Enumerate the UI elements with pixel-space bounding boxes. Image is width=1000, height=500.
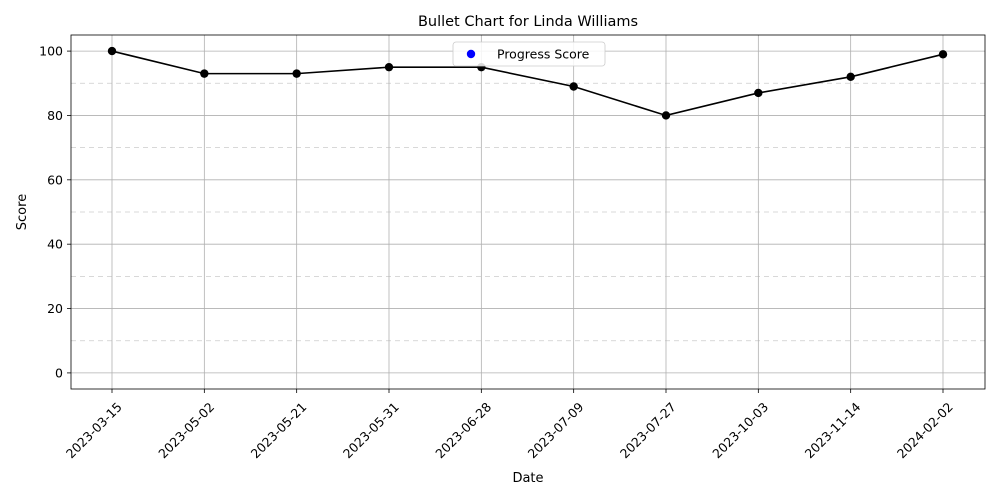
data-point	[200, 69, 209, 78]
legend-marker	[466, 49, 476, 59]
data-point	[661, 111, 671, 120]
data-point	[292, 69, 301, 78]
plot-frame	[70, 34, 986, 390]
grid-layer	[71, 35, 985, 389]
y-tick-label: 80	[47, 108, 63, 123]
data-point	[107, 46, 117, 56]
y-tick-label: 20	[47, 301, 63, 316]
data-point	[569, 82, 578, 91]
legend: Progress Score	[452, 41, 606, 67]
y-tick-label: 100	[39, 44, 63, 59]
data-point	[938, 50, 948, 59]
y-tick-label: 0	[55, 365, 63, 380]
y-axis-label: Score	[15, 194, 30, 230]
y-tick-label: 60	[47, 172, 63, 187]
x-axis-label: Date	[512, 471, 543, 486]
data-point	[754, 88, 763, 98]
chart-title: Bullet Chart for Linda Williams	[418, 14, 638, 30]
legend-box	[452, 41, 606, 67]
y-tick-label: 40	[47, 237, 63, 252]
data-point	[846, 72, 855, 82]
series-line	[111, 50, 944, 117]
data-point	[384, 62, 394, 72]
legend-label: Progress Score	[497, 47, 590, 62]
